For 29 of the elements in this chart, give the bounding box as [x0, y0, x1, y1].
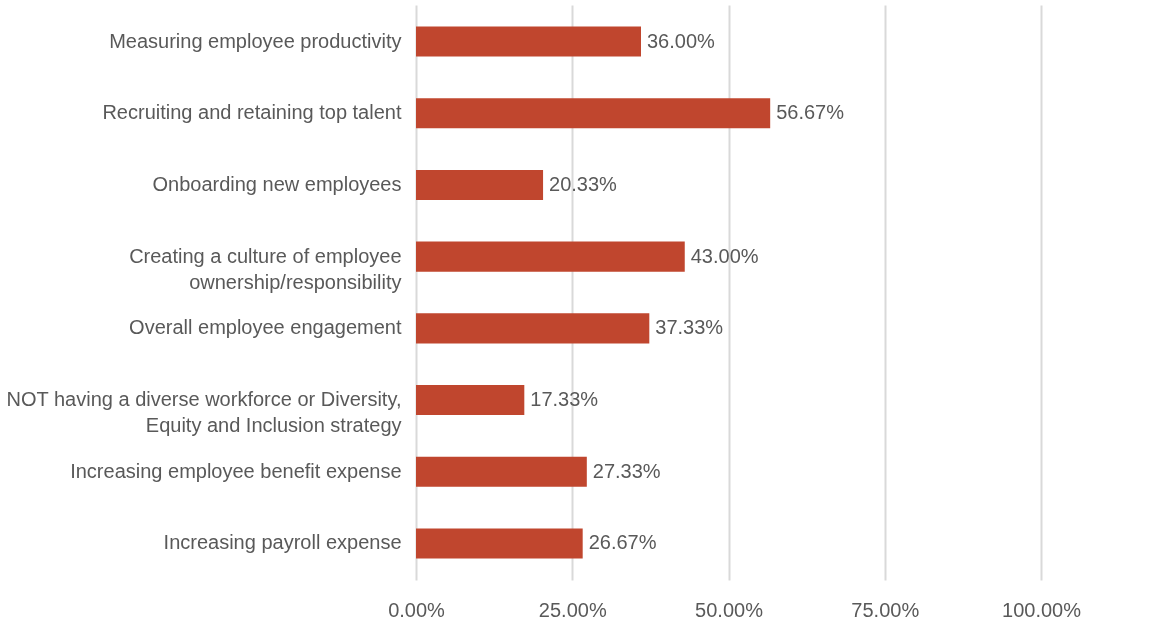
- bar: [416, 26, 641, 57]
- data-label: 26.67%: [588, 531, 657, 554]
- y-tick-label: Creating a culture of employee ownership/responsibility: [129, 244, 402, 293]
- data-label: 37.33%: [655, 316, 724, 339]
- x-tick-label: 75.00%: [851, 598, 920, 621]
- x-tick-label: 25.00%: [538, 598, 607, 621]
- data-label: 27.33%: [592, 459, 661, 482]
- bar: [416, 98, 771, 129]
- y-tick-label: Overall employee engagement: [129, 316, 402, 339]
- bar: [416, 313, 650, 344]
- x-tick-label: 0.00%: [388, 598, 446, 621]
- y-tick-label: Measuring employee productivity: [109, 29, 402, 52]
- data-label: 20.33%: [549, 172, 618, 195]
- x-tick-label: 50.00%: [695, 598, 764, 621]
- bar: [416, 169, 544, 201]
- y-tick-label: NOT having a diverse workforce or Diversity, Equity and Inclusion strategy: [6, 388, 402, 437]
- x-tick-label: 100.00%: [1002, 598, 1082, 621]
- data-label: 36.00%: [647, 29, 716, 52]
- y-tick-label: Increasing payroll expense: [163, 531, 402, 554]
- y-tick-label: Increasing employee benefit expense: [70, 459, 402, 482]
- bar: [416, 241, 685, 272]
- y-tick-label: Recruiting and retaining top talent: [102, 101, 402, 124]
- bar: [416, 384, 525, 416]
- data-label: 17.33%: [530, 388, 599, 411]
- bar: [416, 528, 583, 559]
- y-tick-label: Onboarding new employees: [152, 172, 402, 195]
- data-label: 56.67%: [776, 101, 845, 124]
- bar: [416, 456, 587, 487]
- data-label: 43.00%: [690, 244, 759, 267]
